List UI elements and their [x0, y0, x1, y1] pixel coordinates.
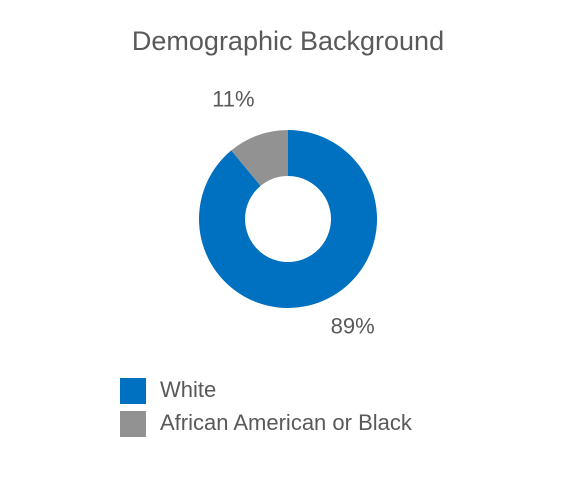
legend-label: African American or Black — [160, 410, 413, 435]
data-label: 11% — [212, 86, 254, 111]
legend-swatch — [120, 411, 146, 437]
donut-slice — [231, 130, 288, 186]
donut-slice — [198, 130, 377, 309]
data-label: 89% — [331, 313, 375, 338]
chart-title: Demographic Background — [132, 26, 444, 56]
legend-label: White — [160, 377, 216, 402]
legend-swatch — [120, 378, 146, 404]
